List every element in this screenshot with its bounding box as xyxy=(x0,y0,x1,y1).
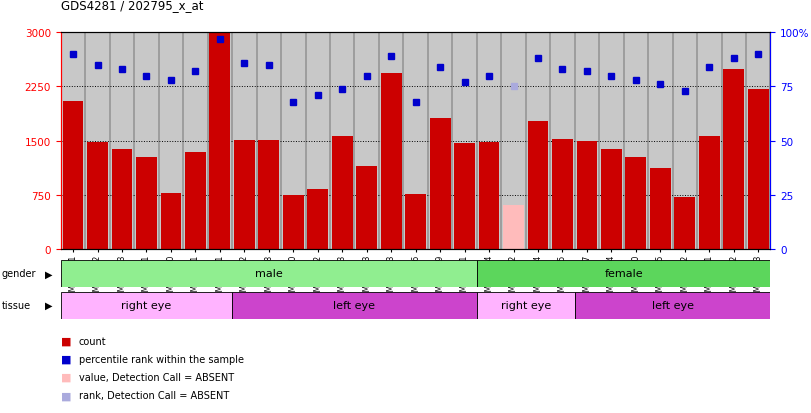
Bar xyxy=(575,292,770,319)
Text: value, Detection Call = ABSENT: value, Detection Call = ABSENT xyxy=(79,372,234,382)
Text: percentile rank within the sample: percentile rank within the sample xyxy=(79,354,243,364)
Bar xyxy=(748,90,769,250)
Bar xyxy=(601,150,622,250)
Bar xyxy=(87,142,108,250)
Bar xyxy=(723,70,744,250)
Bar xyxy=(62,102,84,250)
Text: ■: ■ xyxy=(61,372,71,382)
Bar xyxy=(232,292,477,319)
Text: ■: ■ xyxy=(61,354,71,364)
Text: left eye: left eye xyxy=(651,300,693,311)
Bar xyxy=(234,141,255,250)
Bar xyxy=(185,152,206,250)
Text: ▶: ▶ xyxy=(45,300,52,311)
Bar xyxy=(161,193,182,250)
Bar xyxy=(478,142,500,250)
Bar xyxy=(577,142,598,250)
Bar xyxy=(356,167,377,250)
Text: female: female xyxy=(604,268,643,279)
Bar xyxy=(283,196,303,250)
Bar xyxy=(259,141,279,250)
Text: right eye: right eye xyxy=(500,300,551,311)
Text: ■: ■ xyxy=(61,336,71,346)
Bar xyxy=(477,260,770,287)
Bar xyxy=(307,190,328,250)
Bar xyxy=(406,194,426,250)
Bar xyxy=(61,260,477,287)
Bar xyxy=(381,74,401,250)
Bar xyxy=(699,137,719,250)
Bar xyxy=(650,168,671,250)
Bar xyxy=(454,144,475,250)
Bar xyxy=(112,150,132,250)
Bar xyxy=(209,34,230,250)
Bar xyxy=(552,140,573,250)
Bar xyxy=(430,119,450,250)
Text: ■: ■ xyxy=(61,390,71,400)
Bar xyxy=(136,158,157,250)
Text: GDS4281 / 202795_x_at: GDS4281 / 202795_x_at xyxy=(61,0,204,12)
Text: rank, Detection Call = ABSENT: rank, Detection Call = ABSENT xyxy=(79,390,229,400)
Text: ▶: ▶ xyxy=(45,268,52,279)
Text: count: count xyxy=(79,336,106,346)
Text: right eye: right eye xyxy=(122,300,172,311)
Text: gender: gender xyxy=(2,268,36,279)
Bar xyxy=(675,198,695,250)
Bar xyxy=(61,292,232,319)
Bar xyxy=(503,205,524,250)
Text: male: male xyxy=(255,268,283,279)
Bar xyxy=(477,292,575,319)
Bar xyxy=(332,136,353,250)
Text: tissue: tissue xyxy=(2,300,31,311)
Bar xyxy=(528,121,548,250)
Bar xyxy=(625,157,646,250)
Text: left eye: left eye xyxy=(333,300,375,311)
